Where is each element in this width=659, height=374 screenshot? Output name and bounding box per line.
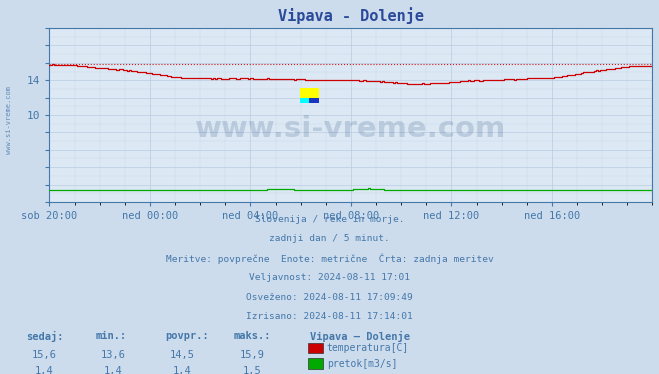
Text: Veljavnost: 2024-08-11 17:01: Veljavnost: 2024-08-11 17:01 [249,273,410,282]
Bar [309,98,319,103]
Text: Vipava – Dolenje: Vipava – Dolenje [310,331,410,342]
Bar [300,98,309,103]
Text: www.si-vreme.com: www.si-vreme.com [5,86,12,154]
Text: www.si-vreme.com: www.si-vreme.com [195,115,507,143]
Text: 1,4: 1,4 [173,366,192,374]
Text: maks.:: maks.: [234,331,272,341]
Text: Izrisano: 2024-08-11 17:14:01: Izrisano: 2024-08-11 17:14:01 [246,312,413,321]
Text: Meritve: povprečne  Enote: metrične  Črta: zadnja meritev: Meritve: povprečne Enote: metrične Črta:… [165,254,494,264]
Text: 1,4: 1,4 [104,366,123,374]
Text: temperatura[C]: temperatura[C] [327,343,409,353]
Text: Osveženo: 2024-08-11 17:09:49: Osveženo: 2024-08-11 17:09:49 [246,293,413,302]
Text: zadnji dan / 5 minut.: zadnji dan / 5 minut. [269,234,390,243]
Title: Vipava - Dolenje: Vipava - Dolenje [278,7,424,24]
Text: min.:: min.: [96,331,127,341]
Text: 13,6: 13,6 [101,350,126,361]
Text: 15,6: 15,6 [32,350,57,361]
Text: Slovenija / reke in morje.: Slovenija / reke in morje. [255,215,404,224]
Text: 14,5: 14,5 [170,350,195,361]
Text: sedaj:: sedaj: [26,331,64,342]
Text: 1,4: 1,4 [35,366,53,374]
Text: 1,5: 1,5 [243,366,261,374]
Bar [300,88,319,98]
Text: 15,9: 15,9 [239,350,264,361]
Text: povpr.:: povpr.: [165,331,208,341]
Text: pretok[m3/s]: pretok[m3/s] [327,359,397,368]
